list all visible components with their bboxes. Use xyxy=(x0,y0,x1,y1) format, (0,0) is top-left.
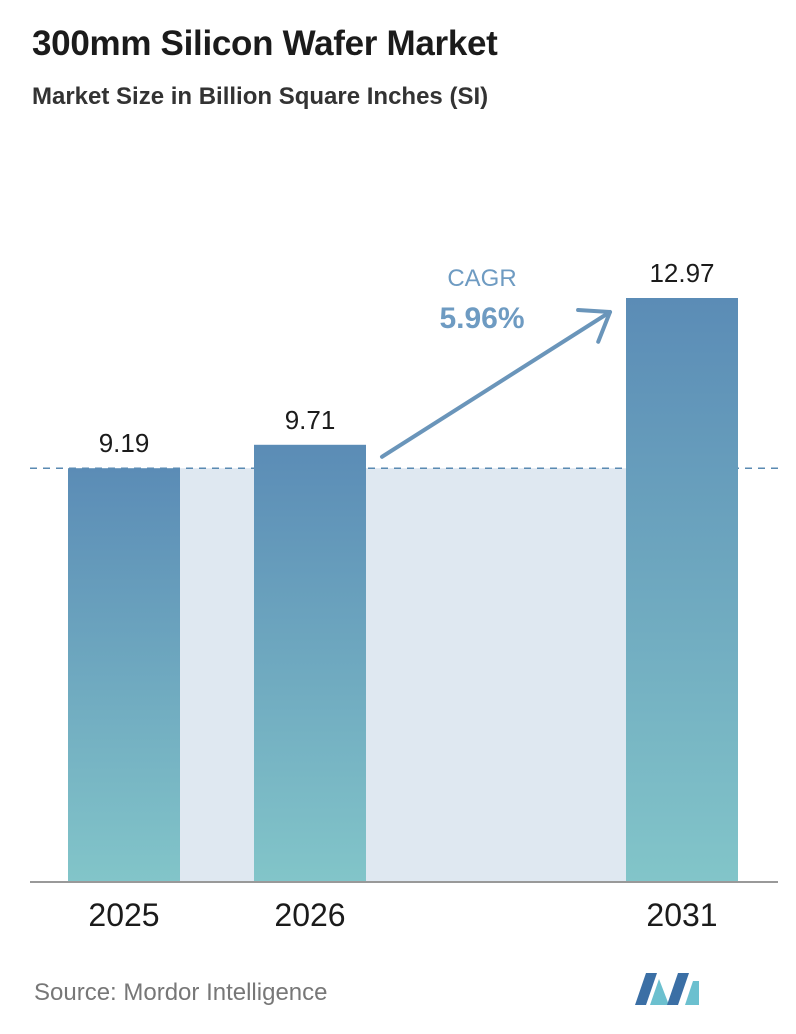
chart-subtitle: Market Size in Billion Square Inches (SI… xyxy=(32,83,489,110)
shade-band xyxy=(366,468,626,882)
bar-chart: 9.19 2025 9.71 2026 12.97 2031 CAGR 5.96% xyxy=(30,258,778,933)
data-label: 12.97 xyxy=(649,258,714,288)
shade-band xyxy=(180,468,254,882)
x-tick-label: 2031 xyxy=(646,897,717,933)
x-tick-label: 2025 xyxy=(88,897,159,933)
cagr-arrow xyxy=(380,310,612,459)
cagr-label: CAGR xyxy=(447,265,516,292)
cagr-value: 5.96% xyxy=(439,302,524,335)
mordor-intelligence-logo xyxy=(635,973,699,1005)
x-tick-label: 2026 xyxy=(274,897,345,933)
cagr-arrowhead xyxy=(576,308,612,344)
data-label: 9.19 xyxy=(99,428,150,458)
bar xyxy=(254,444,366,882)
source-credit: Source: Mordor Intelligence xyxy=(34,979,328,1006)
bar xyxy=(68,468,180,882)
data-label: 9.71 xyxy=(285,405,336,435)
chart-title: 300mm Silicon Wafer Market xyxy=(32,24,498,63)
bar xyxy=(626,298,738,882)
